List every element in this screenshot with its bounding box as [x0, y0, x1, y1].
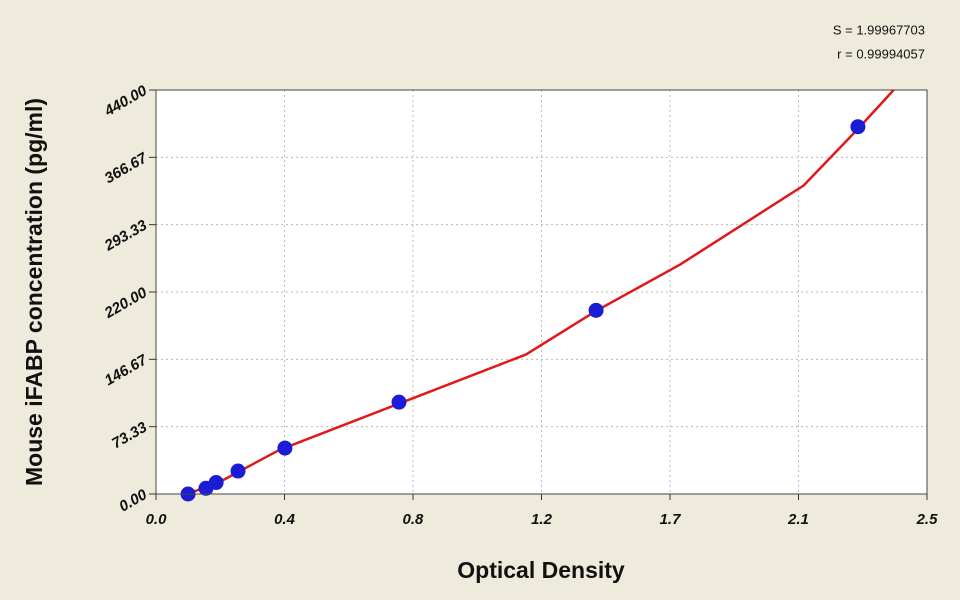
y-tick-label: 293.33: [101, 217, 151, 255]
y-tick-label: 366.67: [102, 149, 151, 187]
annotation: S = 1.99967703: [833, 22, 925, 37]
y-axis-label: Mouse iFABP concentration (pg/ml): [21, 98, 47, 486]
annotation: r = 0.99994057: [837, 46, 925, 61]
fit-curve: [186, 90, 896, 494]
marks: [180, 90, 896, 502]
plot-frame: [155, 89, 928, 495]
y-tick-label: 220.00: [101, 284, 151, 322]
y-tick-label: 440.00: [101, 82, 151, 120]
x-tick-label: 1.2: [531, 511, 553, 528]
data-point: [277, 440, 293, 456]
x-tick-label: 0.8: [403, 511, 425, 528]
x-axis-label: Optical Density: [457, 557, 625, 583]
x-tick-label: 0.0: [146, 511, 168, 528]
data-point: [588, 302, 604, 318]
data-point: [230, 463, 246, 479]
y-tick-label: 73.33: [109, 419, 151, 453]
data-point: [850, 119, 866, 135]
x-tick-label: 2.1: [787, 511, 809, 528]
y-tick-label: 146.67: [102, 351, 151, 389]
x-tick-label: 2.5: [916, 511, 939, 528]
data-point: [208, 475, 224, 491]
data-point: [391, 394, 407, 410]
x-tick-label: 1.7: [660, 511, 682, 528]
x-tick-label: 0.4: [274, 511, 296, 528]
